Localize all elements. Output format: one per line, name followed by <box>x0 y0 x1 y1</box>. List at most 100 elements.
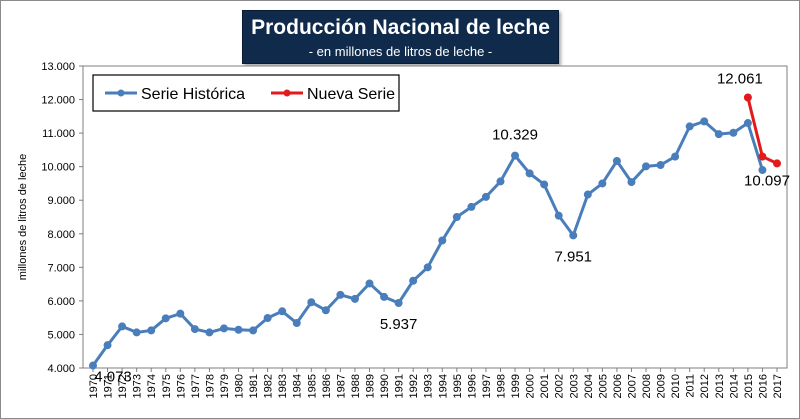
title-box: Producción Nacional de leche - en millon… <box>242 10 559 64</box>
x-tick-label: 1975 <box>161 374 173 398</box>
series-point-historica <box>394 299 403 308</box>
x-tick-label: 2004 <box>583 374 595 398</box>
y-tick-label: 9.000 <box>47 195 75 207</box>
data-label: 7.951 <box>554 248 592 265</box>
legend-label-nueva: Nueva Serie <box>307 86 395 103</box>
x-tick-label: 1973 <box>132 374 144 398</box>
y-tick-label: 13.000 <box>41 61 75 73</box>
series-point-historica <box>569 231 578 240</box>
x-tick-label: 1980 <box>234 374 246 398</box>
x-tick-label: 2012 <box>699 374 711 398</box>
x-tick-label: 1991 <box>394 374 406 398</box>
series-point-historica <box>642 162 651 171</box>
x-tick-label: 1981 <box>248 374 260 398</box>
x-tick-label: 2008 <box>641 374 653 398</box>
chart-subtitle: - en millones de litros de leche - <box>308 44 493 59</box>
series-point-historica <box>132 328 141 337</box>
x-tick-label: 1977 <box>190 374 202 398</box>
x-tick-label: 2015 <box>743 374 755 398</box>
series-point-historica <box>176 309 185 318</box>
series-point-historica <box>583 190 592 199</box>
series-point-historica <box>161 314 170 323</box>
data-label: 12.061 <box>717 71 763 88</box>
x-tick-label: 1979 <box>219 374 231 398</box>
series-point-historica <box>438 236 447 245</box>
series-point-historica <box>496 177 505 186</box>
series-point-historica <box>743 119 752 128</box>
series-point-historica <box>278 307 287 316</box>
series-point-historica <box>423 263 432 272</box>
series-point-historica <box>598 179 607 188</box>
x-tick-label: 2001 <box>539 374 551 398</box>
x-tick-label: 1997 <box>481 374 493 398</box>
data-label: 5.937 <box>380 316 418 333</box>
series-point-historica <box>511 151 520 160</box>
series-point-historica <box>190 325 199 334</box>
x-tick-label: 1976 <box>175 374 187 398</box>
x-tick-label: 1989 <box>365 374 377 398</box>
data-label: 10.329 <box>492 127 538 144</box>
series-point-historica <box>525 169 534 178</box>
series-point-historica <box>540 180 549 189</box>
plot-area <box>82 65 788 369</box>
legend-swatch-marker <box>117 89 125 97</box>
x-tick-label: 1993 <box>423 374 435 398</box>
x-tick-label: 2000 <box>525 374 537 398</box>
x-tick-label: 2011 <box>685 374 697 398</box>
y-tick-label: 5.000 <box>47 329 75 341</box>
x-tick-label: 1970 <box>88 374 100 398</box>
series-point-historica <box>365 279 374 288</box>
x-tick-label: 1992 <box>408 374 420 398</box>
x-tick-label: 1990 <box>379 374 391 398</box>
series-point-historica <box>758 166 767 175</box>
x-tick-label: 1984 <box>292 374 304 398</box>
x-tick-label: 2006 <box>612 374 624 398</box>
series-point-historica <box>729 128 738 137</box>
x-tick-label: 1988 <box>350 374 362 398</box>
x-tick-label: 2002 <box>554 374 566 398</box>
series-point-historica <box>380 292 389 301</box>
x-tick-label: 1978 <box>204 374 216 398</box>
legend-label-historica: Serie Histórica <box>141 86 245 103</box>
series-point-historica <box>554 211 563 220</box>
x-tick-label: 2005 <box>597 374 609 398</box>
series-point-historica <box>714 130 723 139</box>
series-point-historica <box>656 160 665 169</box>
x-tick-label: 1994 <box>437 374 449 398</box>
y-axis-label: millones de litros de leche <box>17 154 29 281</box>
series-point-historica <box>685 122 694 131</box>
x-tick-label: 1999 <box>510 374 522 398</box>
legend-swatch-marker <box>283 89 291 97</box>
series-point-historica <box>234 325 243 334</box>
x-tick-label: 1971 <box>103 374 115 398</box>
series-point-nueva <box>758 152 767 161</box>
series-point-nueva <box>773 159 781 168</box>
series-point-nueva <box>743 93 752 102</box>
series-point-historica <box>627 178 636 187</box>
series-point-historica <box>118 322 127 331</box>
y-tick-label: 4.000 <box>47 363 75 375</box>
x-tick-label: 1974 <box>146 374 158 398</box>
series-point-historica <box>103 341 112 350</box>
y-tick-label: 11.000 <box>42 128 75 140</box>
series-point-historica <box>263 314 272 323</box>
x-tick-label: 2016 <box>757 374 769 398</box>
series-point-historica <box>467 202 476 211</box>
y-tick-label: 8.000 <box>47 229 75 241</box>
x-tick-label: 1998 <box>495 374 507 398</box>
chart-title: Producción Nacional de leche <box>251 16 550 39</box>
y-tick-label: 7.000 <box>47 262 75 274</box>
x-tick-label: 2014 <box>728 374 740 398</box>
x-tick-label: 2013 <box>714 374 726 398</box>
series-point-historica <box>321 306 330 315</box>
data-label: 10.097 <box>744 172 790 189</box>
series-point-historica <box>336 290 345 299</box>
series-point-historica <box>292 319 301 328</box>
x-tick-label: 1983 <box>277 374 289 398</box>
x-tick-label: 1986 <box>321 374 333 398</box>
y-tick-label: 6.000 <box>47 296 75 308</box>
series-point-historica <box>671 152 680 161</box>
series-point-historica <box>147 326 156 335</box>
